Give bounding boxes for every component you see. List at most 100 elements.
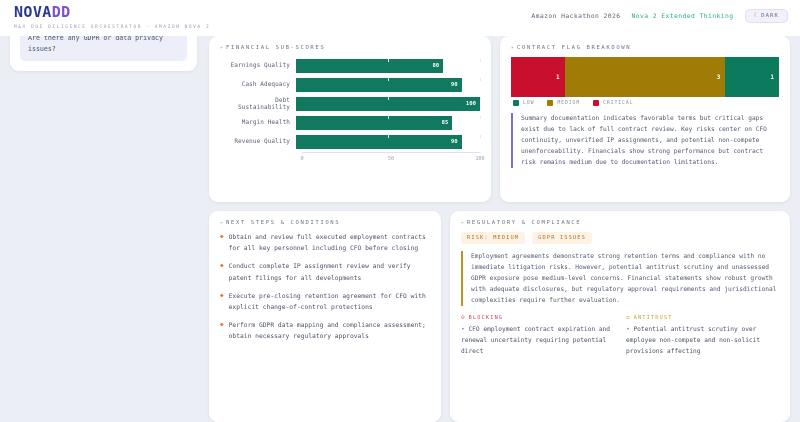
bar-track: 100 <box>296 96 481 111</box>
flag-text-value: CFO employment contract expiration and r… <box>461 326 611 355</box>
bar-track: 80 <box>296 58 481 73</box>
axis-tick: 0 <box>300 156 304 162</box>
bar-track: 90 <box>296 134 481 149</box>
top-row: ▸FINANCIAL SUB-SCORES Earnings Quality 8… <box>209 36 790 202</box>
theme-toggle-label: DARK <box>761 13 779 19</box>
stack-value: 1 <box>555 73 560 81</box>
chart-x-axis: 0 50 100 <box>300 152 485 163</box>
bar-fill: 90 <box>296 77 462 92</box>
flag-header: ⊝ BLOCKING <box>461 314 614 322</box>
regulatory-title: ▸REGULATORY & COMPLIANCE <box>461 220 779 226</box>
list-item: ◆ Conduct complete IP assignment review a… <box>220 261 430 283</box>
stack-value: 1 <box>770 73 774 81</box>
contract-flag-stacked-bar: 1 3 1 <box>511 57 779 97</box>
bar-value: 100 <box>465 100 476 107</box>
bar-label: Cash Adequacy <box>241 81 290 88</box>
diamond-bullet-icon: ◆ <box>220 262 224 270</box>
legend-label: CRITICAL <box>603 100 634 106</box>
axis-tick: 100 <box>475 156 485 162</box>
bar-value: 80 <box>432 62 440 69</box>
logo-primary-text: NOVA <box>14 3 52 21</box>
bar-row: Debt Sustainability 100 <box>222 95 481 112</box>
app-logo[interactable]: NOVADD <box>14 5 210 20</box>
chat-sidebar: Are there any GDPR or data privacy issue… <box>0 28 205 422</box>
contract-summary-text: Summary documentation indicates favorabl… <box>511 113 779 169</box>
flag-text: • Potential antitrust scrutiny over empl… <box>626 325 779 357</box>
legend-item-low: LOW <box>513 100 534 106</box>
legend-label: MEDIUM <box>557 100 581 106</box>
bar-label: Revenue Quality <box>234 138 290 145</box>
bar-label: Earnings Quality <box>230 62 290 69</box>
flag-text-value: Potential antitrust scrutiny over employ… <box>626 326 761 355</box>
logo-secondary-text: DD <box>51 3 71 21</box>
bar-value: 90 <box>450 81 458 88</box>
caret-icon: ▸ <box>220 220 225 226</box>
app-tagline: M&A DUE DILIGENCE ORCHESTRATOR - AMAZON … <box>14 25 211 30</box>
contract-flag-title: ▸CONTRACT FLAG BREAKDOWN <box>511 45 779 51</box>
stack-segment-medium: 3 <box>564 57 726 97</box>
header-right-group: Amazon Hackathon 2026 Nova 2 Extended Th… <box>531 5 788 23</box>
bar-track: 90 <box>296 77 481 92</box>
contract-flag-card: ▸CONTRACT FLAG BREAKDOWN 1 3 1 LOW MEDIU… <box>500 36 790 202</box>
contract-flag-title-text: CONTRACT FLAG BREAKDOWN <box>516 45 632 51</box>
legend-swatch-icon <box>547 100 554 106</box>
regulatory-flag-columns: ⊝ BLOCKING • CFO employment contract exp… <box>461 315 779 357</box>
caret-icon: ▸ <box>220 45 225 51</box>
diamond-bullet-icon: ◆ <box>220 233 224 240</box>
theme-toggle-button[interactable]: ☾ DARK <box>744 9 788 23</box>
next-steps-title-text: NEXT STEPS & CONDITIONS <box>225 220 341 226</box>
financial-subscores-title-text: FINANCIAL SUB-SCORES <box>225 45 326 51</box>
bar-track: 85 <box>296 115 481 130</box>
regulatory-summary-text: Employment agreements demonstrate strong… <box>461 251 779 307</box>
list-item: ◆ Perform GDPR data mapping and complianc… <box>220 320 430 342</box>
dash-bullet-icon: • <box>626 326 634 334</box>
flag-label: BLOCKING <box>468 315 504 322</box>
bar-label: Margin Health <box>241 119 290 126</box>
bar-row: Cash Adequacy 90 <box>222 76 481 93</box>
regulatory-badges: RISK: MEDIUM GDPR ISSUES <box>461 232 779 244</box>
flag-label: ANTITRUST <box>633 315 673 322</box>
bar-fill: 80 <box>296 58 444 73</box>
diamond-bullet-icon: ◆ <box>220 291 224 299</box>
scales-icon: ⚖ <box>626 314 630 322</box>
flag-header: ⚖ ANTITRUST <box>626 314 779 322</box>
list-item-text: Obtain and review full executed employme… <box>228 234 426 253</box>
blocked-icon: ⊝ <box>461 314 465 322</box>
legend-swatch-icon <box>513 100 519 106</box>
legend-swatch-icon <box>593 100 600 106</box>
app-header: NOVADD M&A DUE DILIGENCE ORCHESTRATOR - … <box>0 0 800 36</box>
next-steps-card: ▸NEXT STEPS & CONDITIONS ◆ Obtain and rev… <box>209 211 441 422</box>
body-wrap: Are there any GDPR or data privacy issue… <box>0 28 800 422</box>
bar-value: 90 <box>450 138 458 145</box>
flag-column-blocking: ⊝ BLOCKING • CFO employment contract exp… <box>461 315 614 357</box>
legend-item-critical: CRITICAL <box>593 100 633 106</box>
axis-tick: 50 <box>387 156 395 162</box>
bar-value: 85 <box>441 119 449 126</box>
caret-icon: ▸ <box>511 45 516 51</box>
list-item-text: Perform GDPR data mapping and compliance… <box>228 322 426 341</box>
bottom-row: ▸NEXT STEPS & CONDITIONS ◆ Obtain and rev… <box>209 211 790 422</box>
bar-row: Earnings Quality 80 <box>222 57 481 74</box>
stack-value: 3 <box>716 73 721 81</box>
bar-row: Margin Health 85 <box>222 114 481 131</box>
financial-subscores-card: ▸FINANCIAL SUB-SCORES Earnings Quality 8… <box>209 36 491 202</box>
regulatory-card: ▸REGULATORY & COMPLIANCE RISK: MEDIUM GD… <box>450 211 790 422</box>
flag-column-antitrust: ⚖ ANTITRUST • Potential antitrust scruti… <box>626 315 779 357</box>
event-name: Amazon Hackathon 2026 <box>531 12 621 20</box>
bar-row: Revenue Quality 90 <box>222 133 481 150</box>
main-content: ▸FINANCIAL SUB-SCORES Earnings Quality 8… <box>205 36 800 422</box>
bar-fill: 85 <box>296 115 453 130</box>
list-item-text: Conduct complete IP assignment review an… <box>228 263 411 282</box>
brand-block: NOVADD M&A DUE DILIGENCE ORCHESTRATOR - … <box>14 5 211 31</box>
diamond-bullet-icon: ◆ <box>220 321 224 329</box>
flag-text: • CFO employment contract expiration and… <box>461 325 614 357</box>
bar-fill: 100 <box>296 96 480 111</box>
next-steps-list: ◆ Obtain and review full executed employm… <box>220 232 430 343</box>
financial-subscores-title: ▸FINANCIAL SUB-SCORES <box>220 45 480 51</box>
moon-icon: ☾ <box>753 12 758 19</box>
list-item: ◆ Execute pre-closing retention agreement… <box>220 291 430 313</box>
caret-icon: ▸ <box>461 220 466 226</box>
dash-bullet-icon: • <box>461 326 469 334</box>
legend-item-medium: MEDIUM <box>547 100 580 106</box>
regulatory-title-text: REGULATORY & COMPLIANCE <box>466 220 582 226</box>
